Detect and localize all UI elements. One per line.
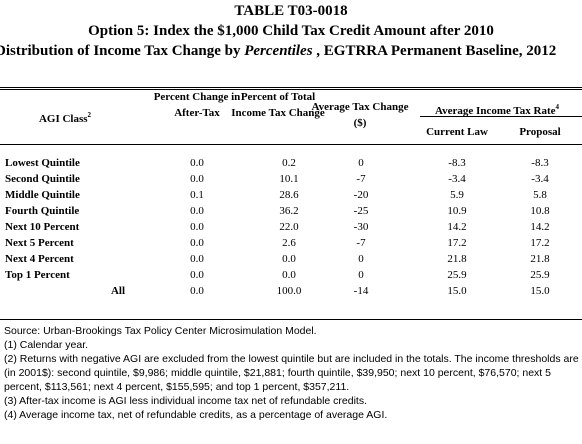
row-label: Next 5 Percent (5, 237, 74, 249)
cell-current-law: 25.9 (447, 269, 467, 281)
cell-percent-change: 0.0 (190, 285, 204, 297)
table-row: Top 1 Percent 0.0 0.0 0 25.9 25.9 (0, 267, 582, 283)
cell-percent-share: 36.2 (279, 205, 299, 217)
cell-percent-change: 0.0 (190, 237, 204, 249)
cell-percent-share: 0.2 (282, 157, 296, 169)
row-label: Second Quintile (5, 173, 80, 185)
cell-current-law: 10.9 (447, 205, 467, 217)
col-header-agi-class-text: AGI Class (38, 113, 88, 125)
footnote-4: (4) Average income tax, net of refundabl… (4, 409, 388, 421)
average-rate-underline (420, 116, 582, 117)
table-row: Next 5 Percent 0.0 2.6 -7 17.2 17.2 (0, 235, 582, 251)
cell-current-law: 17.2 (447, 237, 467, 249)
table-bottom-rule (0, 319, 582, 320)
footnote-2: (2) Returns with negative AGI are exclud… (4, 353, 579, 393)
cell-average-change: 0 (358, 253, 364, 265)
distribution-title-prefix: Distribution of Income Tax Change by (0, 43, 245, 59)
cell-average-change: 0 (358, 157, 364, 169)
cell-proposal: 5.8 (533, 189, 547, 201)
source-note: Source: Urban-Brookings Tax Policy Cente… (4, 325, 317, 337)
cell-percent-share: 28.6 (279, 189, 299, 201)
cell-current-law: 14.2 (447, 221, 467, 233)
cell-current-law: 5.9 (450, 189, 464, 201)
cell-current-law: 21.8 (447, 253, 467, 265)
table-id-title: TABLE T03-0018 (234, 3, 348, 19)
cell-percent-change: 0.0 (190, 205, 204, 217)
cell-proposal: 25.9 (530, 269, 550, 281)
cell-current-law: -8.3 (448, 157, 466, 169)
distribution-title: Distribution of Income Tax Change by Per… (0, 43, 556, 60)
col-header-average-rate-text: Average Income Tax Rate (435, 105, 556, 117)
col-header-percent-share: Percent of Total Income Tax Change (231, 91, 325, 119)
cell-percent-change: 0.0 (190, 157, 204, 169)
table-row: Fourth Quintile 0.0 36.2 -25 10.9 10.8 (0, 203, 582, 219)
cell-average-change: -25 (353, 205, 369, 217)
cell-average-change: -7 (356, 173, 366, 185)
row-label: All (110, 285, 125, 297)
cell-percent-share: 0.0 (282, 269, 296, 281)
cell-proposal: 21.8 (530, 253, 550, 265)
row-label: Next 4 Percent (5, 253, 74, 265)
header-top-rule-second (0, 89, 582, 90)
col-header-current-law: Current Law (426, 126, 488, 138)
distribution-title-emphasis: Percentiles (244, 43, 313, 59)
distribution-title-suffix: , EGTRRA Permanent Baseline, 2012 (312, 43, 557, 59)
row-label: Top 1 Percent (5, 269, 70, 281)
cell-percent-change: 0.0 (190, 173, 204, 185)
col-header-agi-class-note: 2 (87, 111, 92, 119)
cell-average-change: 0 (358, 269, 364, 281)
footnote-3: (3) After-tax income is AGI less individ… (4, 395, 368, 407)
table-row: Second Quintile 0.0 10.1 -7 -3.4 -3.4 (0, 171, 582, 187)
cell-proposal: 14.2 (530, 221, 550, 233)
option-title: Option 5: Index the $1,000 Child Tax Cre… (88, 23, 494, 39)
cell-proposal: 10.8 (530, 205, 550, 217)
cell-percent-change: 0.0 (190, 269, 204, 281)
table-row: Next 4 Percent 0.0 0.0 0 21.8 21.8 (0, 251, 582, 267)
col-header-average-change: Average Tax Change ($) (311, 101, 409, 129)
table-row: Lowest Quintile 0.0 0.2 0 -8.3 -8.3 (0, 155, 582, 171)
cell-proposal: 17.2 (530, 237, 550, 249)
cell-current-law: 15.0 (447, 285, 467, 297)
cell-proposal: -3.4 (531, 173, 549, 185)
col-header-proposal: Proposal (519, 126, 561, 138)
cell-percent-change: 0.1 (190, 189, 204, 201)
row-label: Lowest Quintile (5, 157, 80, 169)
cell-percent-change: 0.0 (190, 253, 204, 265)
table-row: Next 10 Percent 0.0 22.0 -30 14.2 14.2 (0, 219, 582, 235)
cell-average-change: -20 (353, 189, 369, 201)
cell-percent-share: 2.6 (282, 237, 296, 249)
footnote-1: (1) Calendar year. (4, 339, 89, 351)
cell-percent-change: 0.0 (190, 221, 204, 233)
cell-proposal: 15.0 (530, 285, 550, 297)
row-label: Next 10 Percent (5, 221, 80, 233)
col-header-agi-class: AGI Class2 (5, 107, 125, 127)
cell-percent-share: 0.0 (282, 253, 296, 265)
col-header-average-rate: Average Income Tax Rate4 (412, 99, 582, 119)
col-header-percent-change: Percent Change in After-Tax (153, 91, 241, 119)
row-label: Middle Quintile (5, 189, 80, 201)
header-bottom-rule (0, 144, 582, 145)
col-header-average-rate-note: 4 (555, 103, 559, 111)
cell-proposal: -8.3 (531, 157, 549, 169)
row-label: Fourth Quintile (5, 205, 80, 217)
table-row: All 0.0 100.0 -14 15.0 15.0 (0, 283, 582, 299)
cell-current-law: -3.4 (448, 173, 466, 185)
cell-average-change: -30 (353, 221, 369, 233)
header-top-rule (0, 87, 582, 88)
table-row: Middle Quintile 0.1 28.6 -20 5.9 5.8 (0, 187, 582, 203)
cell-average-change: -14 (353, 285, 369, 297)
cell-average-change: -7 (356, 237, 366, 249)
cell-percent-share: 100.0 (276, 285, 302, 297)
cell-percent-share: 22.0 (279, 221, 299, 233)
cell-percent-share: 10.1 (279, 173, 299, 185)
